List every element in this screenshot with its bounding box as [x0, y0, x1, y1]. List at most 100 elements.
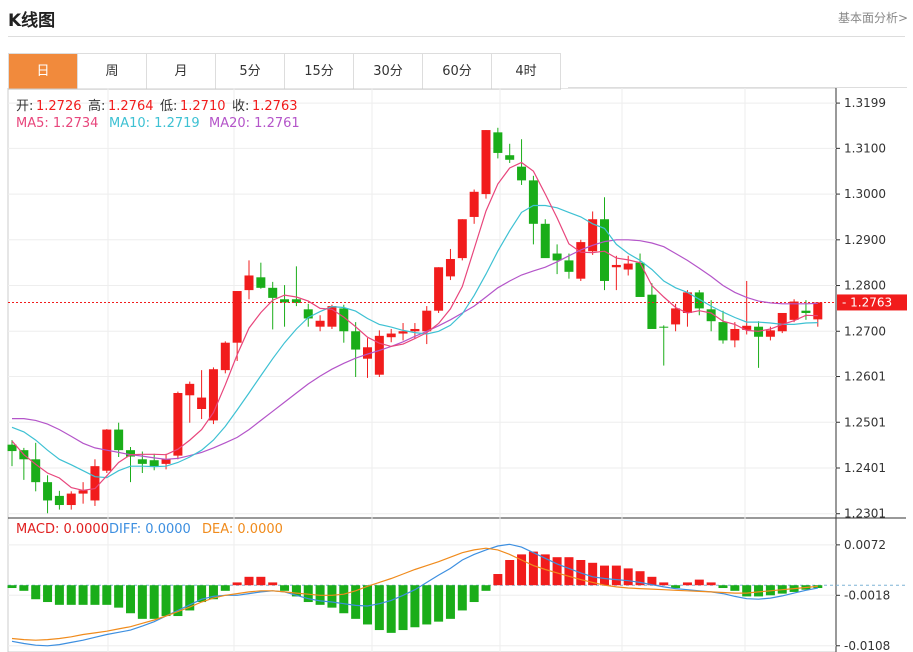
candle-body [671, 308, 681, 325]
candle-body [149, 460, 159, 467]
chart-legend: 开: 1.2726 高: 1.2764 低: 1.2710 收: 1.2763 MA5: 1.2… [16, 98, 300, 537]
candle-body [256, 277, 266, 288]
macd-bar [469, 585, 479, 603]
tab-week[interactable]: 周 [78, 54, 147, 89]
candle-body [445, 259, 455, 277]
macd-bar [54, 585, 64, 605]
candle-body [161, 459, 171, 464]
price-tick-label: 1.2301 [844, 507, 886, 521]
candle-body [398, 331, 408, 334]
candle-body [552, 253, 562, 261]
fundamental-analysis-link[interactable]: 基本面分析> [837, 11, 908, 25]
macd-bar [66, 585, 76, 605]
candle-body [232, 291, 242, 343]
candle-body [197, 397, 207, 409]
macd-tick-label: -0.0108 [844, 639, 890, 652]
macd-bar [552, 557, 562, 586]
candle-body [813, 302, 823, 320]
kline-chart[interactable]: 1.3199 1.3100 1.3000 1.2900 1.2800 1.2700 1.26… [0, 88, 913, 652]
macd-bar [268, 582, 278, 586]
tab-4hour[interactable]: 4时 [492, 54, 561, 89]
macd-bar [208, 585, 218, 600]
macd-bar [90, 585, 100, 605]
macd-bar [137, 585, 147, 619]
price-tick-label: 1.2601 [844, 370, 886, 384]
macd-bar [730, 585, 740, 591]
macd-bar [398, 585, 408, 631]
candle-body [173, 392, 183, 456]
macd-bar [291, 585, 301, 597]
macd-bar [517, 554, 527, 586]
candle-body [31, 459, 41, 483]
macd-bar [682, 582, 692, 586]
macd-bar [434, 585, 444, 622]
macd-tick-label: -0.0018 [844, 588, 890, 602]
macd-bar [220, 585, 230, 591]
macd-bar [31, 585, 41, 600]
candle-body [280, 299, 290, 303]
candle-body [7, 444, 17, 452]
macd-bar [623, 568, 633, 586]
candle-body [327, 306, 337, 327]
candle-body [505, 155, 515, 160]
ohlc-label: 开: [16, 99, 33, 114]
macd-bar [43, 585, 53, 603]
macd-bar [457, 585, 467, 611]
macd-bar [600, 565, 609, 586]
candle-body [303, 309, 313, 319]
tab-month[interactable]: 月 [147, 54, 216, 89]
price-tick-label: 1.3100 [844, 141, 886, 155]
macd-bar [694, 579, 704, 586]
macd-bar [410, 585, 420, 628]
macd-bar [256, 576, 266, 586]
tab-15min[interactable]: 15分 [285, 54, 354, 89]
candle-body [564, 260, 574, 272]
candle-body [339, 308, 349, 332]
macd-bar [706, 582, 716, 586]
macd-bar [671, 585, 681, 589]
candle-body [528, 180, 538, 224]
candle-body [422, 310, 432, 332]
candle-body [244, 275, 254, 291]
tab-60min[interactable]: 60分 [423, 54, 492, 89]
macd-bar [635, 571, 645, 586]
dea-line [11, 547, 818, 641]
price-tick-label: 1.2401 [844, 461, 886, 475]
candle-body [777, 312, 787, 332]
candle-body [481, 130, 491, 195]
candle-body [291, 299, 301, 303]
macd-bar [588, 562, 598, 586]
candle-body [78, 490, 88, 494]
ohlc-label: 收: [232, 99, 249, 114]
header-divider [8, 36, 905, 37]
candle-body [611, 264, 621, 268]
candle-body [730, 328, 740, 341]
macd-bar [718, 585, 728, 589]
price-tick-label: 1.3199 [844, 96, 886, 110]
ohlc-value: 1.2764 [108, 99, 154, 114]
macd-bar [659, 582, 669, 586]
candle-body [694, 292, 704, 309]
macd-bar [149, 585, 159, 619]
price-tick-label: 1.2900 [844, 233, 886, 247]
tab-30min[interactable]: 30分 [354, 54, 423, 89]
candle-body [410, 328, 420, 332]
candle-body [493, 132, 503, 153]
tab-5min[interactable]: 5分 [216, 54, 285, 89]
ohlc-value: 1.2763 [252, 99, 298, 114]
macd-legend-entry: MACD: 0.0000 [16, 522, 109, 537]
period-tabs: 日 周 月 5分 15分 30分 60分 4时 [8, 53, 561, 90]
candle-body [351, 331, 361, 350]
price-tick-label: 1.2501 [844, 415, 886, 429]
chart-grid [7, 88, 906, 652]
diff-line [11, 543, 818, 647]
macd-bar [374, 585, 384, 631]
macd-bar [481, 585, 491, 591]
candle-body [220, 342, 230, 371]
candle-body [600, 219, 609, 281]
candle-body [718, 322, 728, 341]
tab-day[interactable]: 日 [9, 54, 78, 89]
macd-bar [351, 585, 361, 619]
ma5-line [11, 161, 818, 492]
price-tick-label: 1.2700 [844, 324, 886, 338]
